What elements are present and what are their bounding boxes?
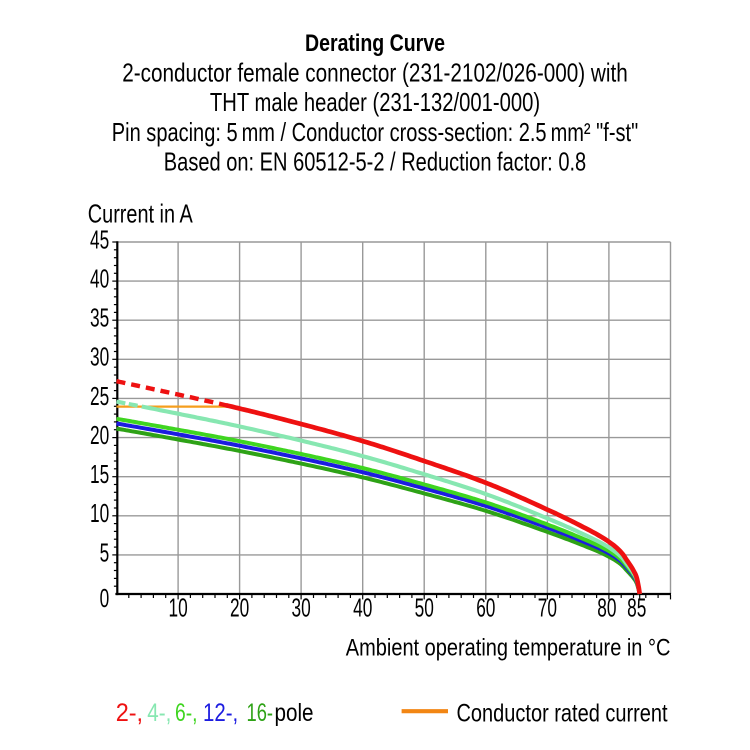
svg-text:10: 10 <box>90 498 109 528</box>
svg-text:45: 45 <box>90 224 109 254</box>
svg-text:10: 10 <box>169 593 188 623</box>
svg-text:4-,: 4-, <box>147 699 171 727</box>
svg-text:5: 5 <box>100 537 110 567</box>
svg-text:Ambient operating temperature: Ambient operating temperature in °C <box>346 635 671 662</box>
svg-text:Conductor rated current: Conductor rated current <box>457 699 668 727</box>
svg-text:Pin spacing: 5 mm / Conductor: Pin spacing: 5 mm / Conductor cross-sect… <box>112 117 638 147</box>
svg-text:15: 15 <box>90 459 109 489</box>
svg-text:Based on: EN 60512-5-2 / Reduc: Based on: EN 60512-5-2 / Reduction facto… <box>164 146 586 176</box>
svg-text:35: 35 <box>90 303 109 333</box>
svg-text:2-conductor female connector (: 2-conductor female connector (231-2102/0… <box>122 57 628 87</box>
svg-text:40: 40 <box>90 264 109 294</box>
svg-text:85: 85 <box>627 593 646 623</box>
svg-text:40: 40 <box>353 593 372 623</box>
svg-text:25: 25 <box>90 381 109 411</box>
svg-text:Derating Curve: Derating Curve <box>305 30 445 57</box>
svg-text:30: 30 <box>292 593 311 623</box>
svg-text:6-,: 6-, <box>175 699 198 727</box>
svg-text:50: 50 <box>415 593 434 623</box>
svg-text:2-,: 2-, <box>116 699 143 727</box>
svg-text:30: 30 <box>90 342 109 372</box>
svg-text:12-,: 12-, <box>203 699 238 727</box>
svg-text:20: 20 <box>230 593 249 623</box>
svg-text:16-: 16- <box>247 699 274 727</box>
svg-text:80: 80 <box>597 593 616 623</box>
svg-text:Current in A: Current in A <box>88 198 193 228</box>
svg-text:20: 20 <box>90 420 109 450</box>
svg-text:60: 60 <box>476 593 495 623</box>
svg-text:0: 0 <box>100 583 110 613</box>
svg-text:THT male header (231-132/001-0: THT male header (231-132/001-000) <box>210 87 540 117</box>
svg-text:pole: pole <box>275 699 314 727</box>
svg-text:70: 70 <box>538 593 557 623</box>
